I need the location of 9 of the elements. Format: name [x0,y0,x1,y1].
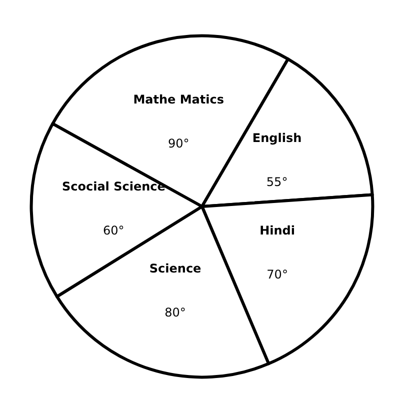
data-label: 90° [168,136,190,150]
data-label: 80° [164,306,186,320]
slice-label: Science [149,262,202,276]
slice-label: Mathe Matics [133,92,224,106]
data-label: 70° [266,268,288,282]
data-label: 60° [103,224,124,238]
slice-label: Hindi [260,224,296,238]
slice-label: English [252,130,302,145]
data-label: 55° [266,174,288,189]
